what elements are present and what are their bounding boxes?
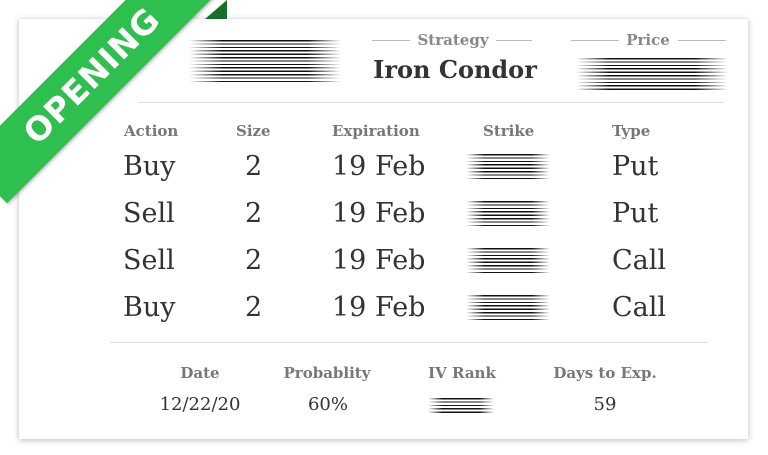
leg-expiration: 19 Feb bbox=[332, 151, 426, 182]
iv-rank-label: IV Rank bbox=[428, 364, 496, 382]
redacted-strike bbox=[466, 154, 550, 180]
strategy-rule-right bbox=[496, 40, 532, 41]
redacted-strike bbox=[466, 201, 550, 227]
leg-size: 2 bbox=[245, 245, 263, 276]
strategy-name: Iron Condor bbox=[373, 55, 537, 84]
redacted-strike bbox=[466, 248, 550, 274]
strategy-label: Strategy bbox=[417, 31, 489, 49]
column-header-strike: Strike bbox=[483, 122, 535, 140]
days-to-expiration-label: Days to Exp. bbox=[553, 364, 657, 382]
redacted-strike bbox=[466, 295, 550, 321]
column-header-type: Type bbox=[612, 122, 651, 140]
footer-divider bbox=[110, 342, 708, 343]
leg-size: 2 bbox=[245, 198, 263, 229]
price-rule-left bbox=[571, 40, 619, 41]
redacted-price bbox=[576, 58, 728, 90]
column-header-expiration: Expiration bbox=[332, 122, 420, 140]
probability-value: 60% bbox=[307, 394, 348, 415]
leg-type: Put bbox=[612, 198, 659, 229]
redacted-symbol bbox=[189, 40, 341, 82]
leg-type: Put bbox=[612, 151, 659, 182]
redacted-iv-rank bbox=[428, 398, 494, 414]
leg-action: Buy bbox=[123, 151, 176, 182]
column-header-action: Action bbox=[124, 122, 179, 140]
leg-size: 2 bbox=[245, 292, 263, 323]
leg-action: Sell bbox=[123, 245, 175, 276]
header-divider bbox=[138, 102, 724, 103]
leg-action: Sell bbox=[123, 198, 175, 229]
leg-size: 2 bbox=[245, 151, 263, 182]
leg-expiration: 19 Feb bbox=[332, 292, 426, 323]
date-value: 12/22/20 bbox=[159, 394, 241, 415]
leg-type: Call bbox=[612, 245, 667, 276]
price-rule-right bbox=[678, 40, 726, 41]
strategy-rule-left bbox=[372, 40, 410, 41]
leg-expiration: 19 Feb bbox=[332, 198, 426, 229]
price-label: Price bbox=[626, 31, 670, 49]
probability-label: Probablity bbox=[283, 364, 371, 382]
leg-action: Buy bbox=[123, 292, 176, 323]
date-label: Date bbox=[180, 364, 220, 382]
column-header-size: Size bbox=[236, 122, 271, 140]
leg-expiration: 19 Feb bbox=[332, 245, 426, 276]
leg-type: Call bbox=[612, 292, 667, 323]
ribbon-fold-top bbox=[205, 0, 227, 19]
days-to-expiration-value: 59 bbox=[593, 394, 617, 415]
